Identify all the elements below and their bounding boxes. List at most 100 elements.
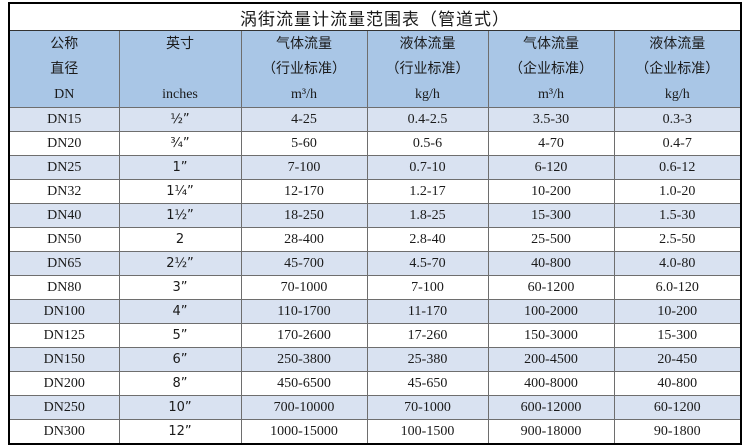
cell-liquid-enterprise: 1.5-30 xyxy=(613,203,742,228)
cell-gas-enterprise: 600-12000 xyxy=(487,395,615,420)
cell-liquid-enterprise: 0.4-7 xyxy=(613,131,742,156)
table-row: DN125 5” 170-2600 17-260 150-3000 15-300 xyxy=(8,323,742,348)
cell-gas-industry: 45-700 xyxy=(240,251,368,276)
cell-gas-industry: 250-3800 xyxy=(240,347,368,372)
cell-gas-enterprise: 60-1200 xyxy=(487,275,615,300)
cell-inches: ¾” xyxy=(118,131,242,156)
header-line: 英寸 xyxy=(166,36,194,52)
table-row: DN100 4” 110-1700 11-170 100-2000 10-200 xyxy=(8,299,742,324)
table-row: DN25 1” 7-100 0.7-10 6-120 0.6-12 xyxy=(8,155,742,180)
table-row: DN300 12” 1000-15000 100-1500 900-18000 90-18… xyxy=(8,419,742,445)
cell-liquid-industry: 1.8-25 xyxy=(366,203,489,228)
cell-gas-industry: 28-400 xyxy=(240,227,368,252)
cell-liquid-enterprise: 15-300 xyxy=(613,323,742,348)
table-title: 涡街流量计流量范围表（管道式） xyxy=(8,2,742,31)
header-line: 公称 xyxy=(50,36,79,52)
header-line: 气体流量 xyxy=(523,36,579,52)
cell-dn: DN250 xyxy=(8,395,120,420)
header-line: （企业标准） xyxy=(509,61,593,77)
table-row: DN65 2½” 45-700 4.5-70 40-800 4.0-80 xyxy=(8,251,742,276)
table-row: DN15 ½” 4-25 0.4-2.5 3.5-30 0.3-3 xyxy=(8,107,742,132)
cell-gas-enterprise: 100-2000 xyxy=(487,299,615,324)
cell-dn: DN125 xyxy=(8,323,120,348)
cell-liquid-enterprise: 0.3-3 xyxy=(613,107,742,132)
header-line: 液体流量 xyxy=(649,36,706,52)
table-row: DN40 1½” 18-250 1.8-25 15-300 1.5-30 xyxy=(8,203,742,228)
cell-gas-industry: 12-170 xyxy=(240,179,368,204)
cell-gas-enterprise: 400-8000 xyxy=(487,371,615,396)
table-row: DN32 1¼” 12-170 1.2-17 10-200 1.0-20 xyxy=(8,179,742,204)
cell-dn: DN300 xyxy=(8,419,120,445)
cell-dn: DN65 xyxy=(8,251,120,276)
cell-liquid-industry: 0.4-2.5 xyxy=(366,107,489,132)
column-header-inches: 英寸 inches xyxy=(118,30,242,108)
table-row: DN50 2 28-400 2.8-40 25-500 2.5-50 xyxy=(8,227,742,252)
column-header-liquid-enterprise: 液体流量 （企业标准） kg/h xyxy=(613,30,742,108)
cell-inches: 2 xyxy=(118,227,242,252)
header-line xyxy=(120,57,240,82)
table-row: DN80 3” 70-1000 7-100 60-1200 6.0-120 xyxy=(8,275,742,300)
header-line: inches xyxy=(162,86,198,102)
header-line: 液体流量 xyxy=(399,36,456,52)
cell-gas-enterprise: 25-500 xyxy=(487,227,615,252)
cell-liquid-enterprise: 0.6-12 xyxy=(613,155,742,180)
cell-liquid-enterprise: 4.0-80 xyxy=(613,251,742,276)
header-line: DN xyxy=(54,86,75,102)
title-row: 涡街流量计流量范围表（管道式） xyxy=(8,2,742,31)
cell-inches: 4” xyxy=(118,299,242,324)
column-header-dn: 公称 直径 DN xyxy=(8,30,120,108)
cell-liquid-industry: 11-170 xyxy=(366,299,489,324)
cell-gas-enterprise: 4-70 xyxy=(487,131,615,156)
cell-dn: DN50 xyxy=(8,227,120,252)
cell-liquid-industry: 17-260 xyxy=(366,323,489,348)
cell-liquid-industry: 100-1500 xyxy=(366,419,489,445)
cell-liquid-enterprise: 60-1200 xyxy=(613,395,742,420)
cell-dn: DN100 xyxy=(8,299,120,324)
cell-dn: DN20 xyxy=(8,131,120,156)
cell-gas-enterprise: 3.5-30 xyxy=(487,107,615,132)
cell-liquid-industry: 2.8-40 xyxy=(366,227,489,252)
cell-inches: 1¼” xyxy=(118,179,242,204)
cell-inches: 1” xyxy=(118,155,242,180)
cell-inches: 10” xyxy=(118,395,242,420)
cell-liquid-enterprise: 40-800 xyxy=(613,371,742,396)
cell-inches: 12” xyxy=(118,419,242,445)
cell-gas-industry: 4-25 xyxy=(240,107,368,132)
cell-gas-enterprise: 150-3000 xyxy=(487,323,615,348)
header-line: m³/h xyxy=(291,86,317,102)
cell-inches: 1½” xyxy=(118,203,242,228)
cell-liquid-industry: 1.2-17 xyxy=(366,179,489,204)
header-line: （行业标准） xyxy=(385,61,470,77)
cell-gas-industry: 110-1700 xyxy=(240,299,368,324)
cell-gas-enterprise: 6-120 xyxy=(487,155,615,180)
flow-range-table: 涡街流量计流量范围表（管道式） 公称 直径 DN 英寸 inches 气体流量 … xyxy=(8,2,743,445)
header-line: （企业标准） xyxy=(635,61,720,77)
cell-liquid-industry: 7-100 xyxy=(366,275,489,300)
cell-liquid-enterprise: 90-1800 xyxy=(613,419,742,445)
cell-dn: DN200 xyxy=(8,371,120,396)
header-line: 气体流量 xyxy=(276,36,332,52)
cell-dn: DN80 xyxy=(8,275,120,300)
table-row: DN250 10” 700-10000 70-1000 600-12000 60-1200 xyxy=(8,395,742,420)
cell-liquid-enterprise: 2.5-50 xyxy=(613,227,742,252)
cell-inches: ½” xyxy=(118,107,242,132)
cell-dn: DN40 xyxy=(8,203,120,228)
header-line: kg/h xyxy=(664,86,690,102)
cell-gas-enterprise: 900-18000 xyxy=(487,419,615,445)
table-row: DN150 6” 250-3800 25-380 200-4500 20-450 xyxy=(8,347,742,372)
cell-gas-industry: 7-100 xyxy=(240,155,368,180)
cell-dn: DN150 xyxy=(8,347,120,372)
cell-dn: DN25 xyxy=(8,155,120,180)
cell-liquid-enterprise: 1.0-20 xyxy=(613,179,742,204)
cell-liquid-industry: 0.7-10 xyxy=(366,155,489,180)
cell-gas-industry: 1000-15000 xyxy=(240,419,368,445)
cell-inches: 2½” xyxy=(118,251,242,276)
cell-liquid-industry: 70-1000 xyxy=(366,395,489,420)
column-header-liquid-industry: 液体流量 （行业标准） kg/h xyxy=(366,30,489,108)
cell-liquid-industry: 45-650 xyxy=(366,371,489,396)
cell-liquid-industry: 4.5-70 xyxy=(366,251,489,276)
header-line: （行业标准） xyxy=(262,61,346,77)
cell-liquid-enterprise: 6.0-120 xyxy=(613,275,742,300)
header-line: kg/h xyxy=(415,86,440,102)
cell-gas-enterprise: 200-4500 xyxy=(487,347,615,372)
